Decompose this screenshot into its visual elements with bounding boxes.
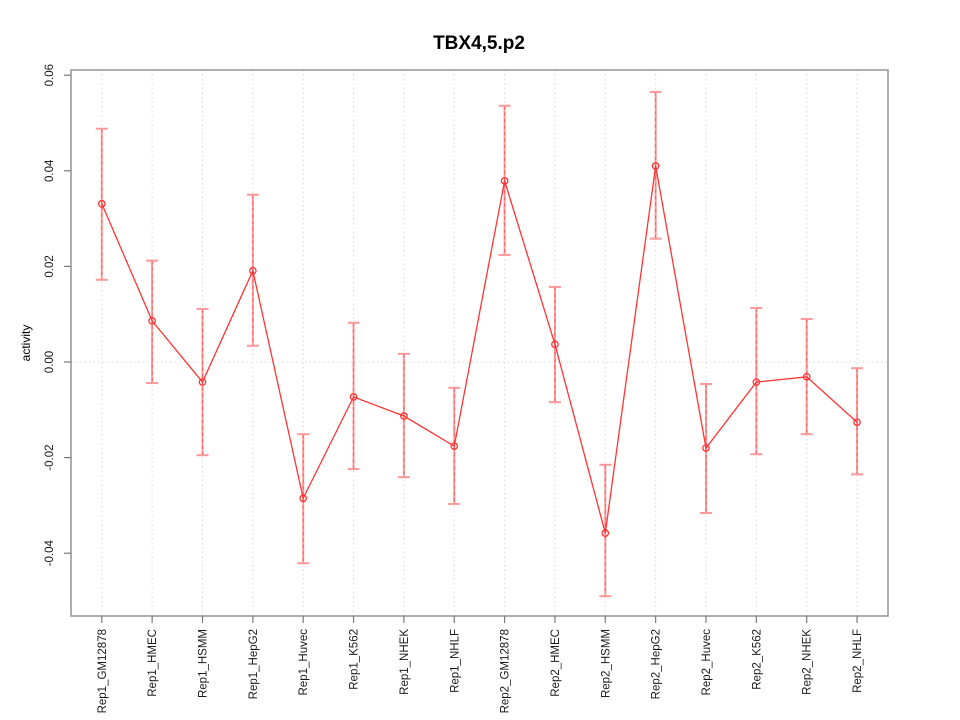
x-tick-label: Rep1_GM12878 xyxy=(97,629,109,713)
data-point xyxy=(500,176,509,185)
data-point xyxy=(450,442,459,450)
data-point xyxy=(551,340,559,349)
chart-title: TBX4,5.p2 xyxy=(433,33,525,54)
x-tick-label: Rep2_K562 xyxy=(751,629,763,690)
x-tick-label: Rep1_NHEK xyxy=(399,629,411,695)
data-point xyxy=(702,444,710,452)
y-axis-title: activity xyxy=(19,325,33,362)
x-tick-label: Rep1_K562 xyxy=(349,629,361,690)
x-tick-label: Rep1_NHLF xyxy=(449,629,461,693)
x-tick-label: Rep1_Huvec xyxy=(298,629,310,696)
x-tick-label: Rep1_HSMM xyxy=(198,629,210,698)
x-tick-label: Rep2_Huvec xyxy=(701,629,713,696)
x-tick-label: Rep1_HMEC xyxy=(147,629,159,697)
data-point xyxy=(601,529,610,537)
x-tick-label: Rep2_HSMM xyxy=(600,629,612,698)
data-point xyxy=(853,418,861,427)
series-line xyxy=(101,165,858,534)
x-tick-label: Rep1_HepG2 xyxy=(248,629,260,699)
data-point xyxy=(97,199,106,208)
data-point xyxy=(752,378,761,386)
y-tick-label: 0.06 xyxy=(44,64,56,86)
y-tick-label: -0.02 xyxy=(44,444,56,470)
x-tick-label: Rep2_NHLF xyxy=(852,629,864,693)
x-tick-label: Rep2_GM12878 xyxy=(500,629,512,713)
plot-area: 0.06 0.04 0.02 0.00 -0.02 -0.04 Rep1_GM12878 Re… xyxy=(44,64,889,713)
data-point xyxy=(198,378,207,386)
y-tick-label: 0.00 xyxy=(44,351,56,373)
data-point xyxy=(148,317,156,325)
data-point xyxy=(651,162,660,170)
y-tick-label: -0.04 xyxy=(44,539,56,566)
x-tick-label: Rep2_NHEK xyxy=(802,629,814,695)
data-point xyxy=(802,372,811,381)
x-tick-label: Rep2_HepG2 xyxy=(651,629,663,699)
data-point xyxy=(349,393,358,401)
data-point xyxy=(299,494,308,503)
data-point xyxy=(400,412,408,420)
y-tick-label: 0.02 xyxy=(44,255,56,277)
plot-border xyxy=(70,69,889,617)
x-tick-label: Rep2_HMEC xyxy=(550,629,562,697)
y-tick-label: 0.04 xyxy=(44,159,56,182)
data-point xyxy=(249,266,257,275)
